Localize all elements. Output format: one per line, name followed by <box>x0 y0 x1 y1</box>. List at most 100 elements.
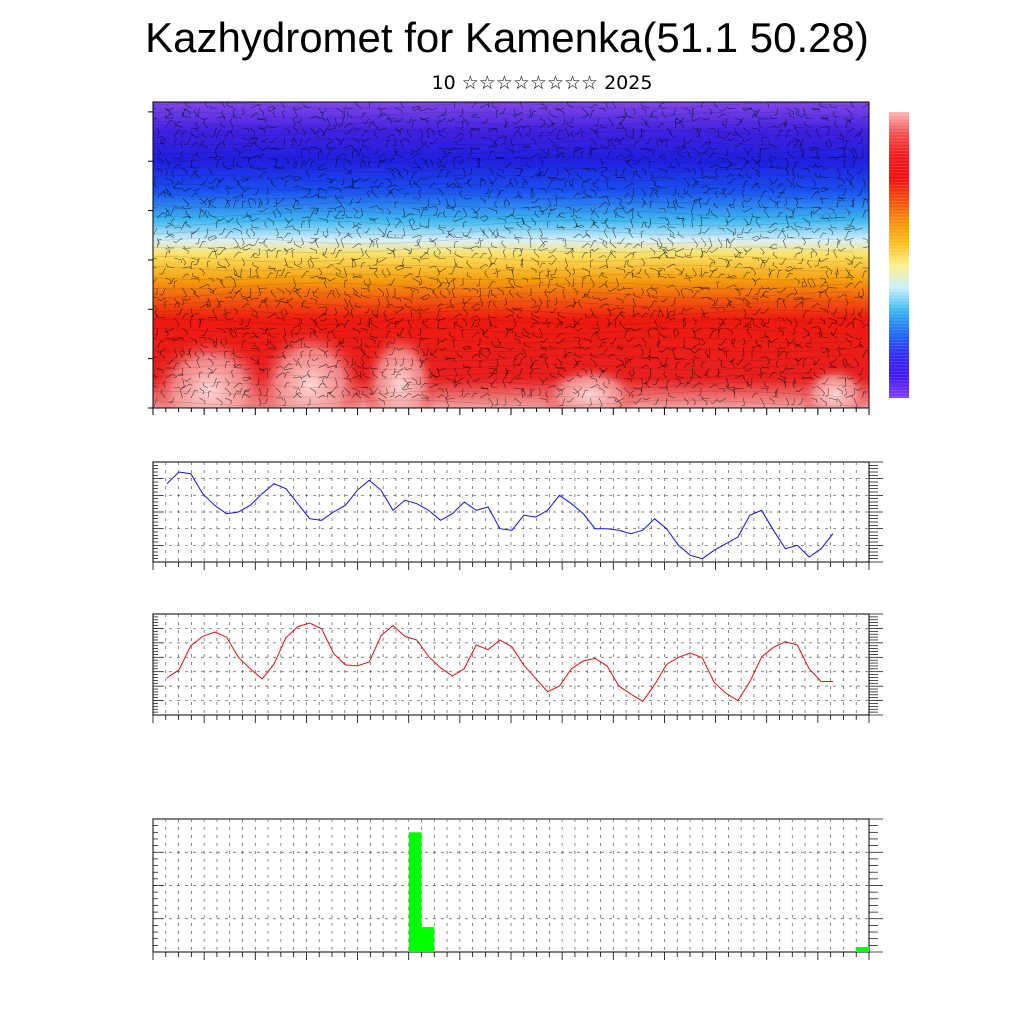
wind-barb <box>241 326 251 330</box>
wind-barb <box>193 169 200 179</box>
wind-barb <box>461 297 465 308</box>
wind-barb <box>268 266 277 270</box>
wind-barb <box>687 152 693 159</box>
wind-barb <box>494 397 498 406</box>
wind-barb <box>611 102 617 109</box>
wind-barb <box>183 297 192 302</box>
wind-barb <box>602 240 608 249</box>
wind-barb <box>513 156 523 160</box>
wind-barb <box>547 180 555 189</box>
wind-barb <box>409 178 413 189</box>
wind-barb <box>783 197 787 206</box>
wind-barb <box>794 343 801 349</box>
wind-barb <box>428 383 439 389</box>
wind-barb <box>645 137 651 144</box>
wind-barb <box>420 361 426 369</box>
wind-barb <box>250 217 260 222</box>
wind-barb <box>467 369 472 379</box>
wind-barb <box>369 317 373 329</box>
wind-barb <box>547 197 552 208</box>
wind-barb <box>573 147 583 152</box>
wind-barb <box>159 287 166 296</box>
wind-barb <box>399 257 404 267</box>
wind-barb <box>249 296 260 300</box>
wind-barb <box>466 379 472 389</box>
wind-barb <box>638 387 642 396</box>
wind-barb <box>672 187 676 196</box>
wind-barb <box>624 357 632 363</box>
wind-barb <box>718 317 727 325</box>
wind-barb <box>309 146 318 150</box>
warm-core <box>800 365 869 408</box>
wind-barb <box>250 357 259 366</box>
wind-barb <box>811 206 822 210</box>
wind-barb <box>624 293 632 299</box>
wind-barb <box>391 169 396 179</box>
wind-barb <box>462 247 473 252</box>
wind-barb <box>489 177 498 184</box>
wind-barb <box>619 167 625 176</box>
wind-barb <box>709 127 716 132</box>
wind-barb <box>734 323 742 329</box>
wind-barb <box>210 377 217 387</box>
wind-barb <box>433 207 438 216</box>
wind-barb <box>547 127 557 134</box>
wind-barb <box>573 192 581 199</box>
wind-barb <box>301 337 305 349</box>
wind-barb <box>183 245 192 249</box>
wind-barb <box>182 383 193 389</box>
wind-barb <box>660 105 668 109</box>
wind-barb <box>706 347 710 358</box>
wind-barb <box>190 277 200 282</box>
wind-barb <box>862 391 867 399</box>
wind-barb <box>751 182 760 189</box>
wind-barb <box>437 387 444 393</box>
wind-barb <box>721 187 727 199</box>
wind-barb <box>505 147 514 155</box>
wind-barb <box>539 347 547 352</box>
wind-barb <box>698 387 702 397</box>
wind-barb <box>216 266 227 270</box>
wind-barb <box>190 232 196 239</box>
wind-barb <box>658 363 669 369</box>
wind-barb <box>768 337 778 343</box>
wind-barb <box>463 364 472 369</box>
wind-barb <box>182 266 192 270</box>
wind-barb <box>394 201 398 209</box>
wind-barb <box>236 218 243 229</box>
wind-barb <box>701 227 710 234</box>
wind-barb <box>491 103 498 109</box>
wind-barb <box>731 127 736 137</box>
wind-barb <box>785 207 794 215</box>
wind-barb <box>454 240 458 249</box>
wind-barb <box>216 247 226 256</box>
wind-barb <box>854 387 863 391</box>
wind-barb <box>726 257 730 267</box>
wind-barb <box>692 199 699 209</box>
wind-barb <box>757 199 761 209</box>
wind-barb <box>331 328 336 339</box>
wind-barb <box>190 337 198 345</box>
wind-barb <box>396 187 404 192</box>
wind-barb <box>258 117 266 124</box>
wind-barb <box>641 257 646 266</box>
wind-barb <box>725 217 736 223</box>
wind-barb <box>607 250 616 259</box>
wind-barb <box>369 205 379 209</box>
wind-barb <box>515 332 523 339</box>
wind-barb <box>460 277 464 287</box>
wind-barb <box>220 121 226 129</box>
wind-barb <box>335 158 340 169</box>
wind-barb <box>165 337 174 342</box>
wind-barb <box>364 249 370 259</box>
wind-barb <box>377 153 387 159</box>
wind-barb <box>600 167 608 173</box>
wind-barb <box>607 117 614 127</box>
wind-barb <box>815 172 821 179</box>
wind-barb <box>530 153 541 159</box>
wind-barb <box>477 287 481 298</box>
contour-line <box>153 345 854 353</box>
wind-barb <box>632 251 637 259</box>
wind-barb <box>802 296 812 300</box>
wind-barb <box>190 261 195 269</box>
